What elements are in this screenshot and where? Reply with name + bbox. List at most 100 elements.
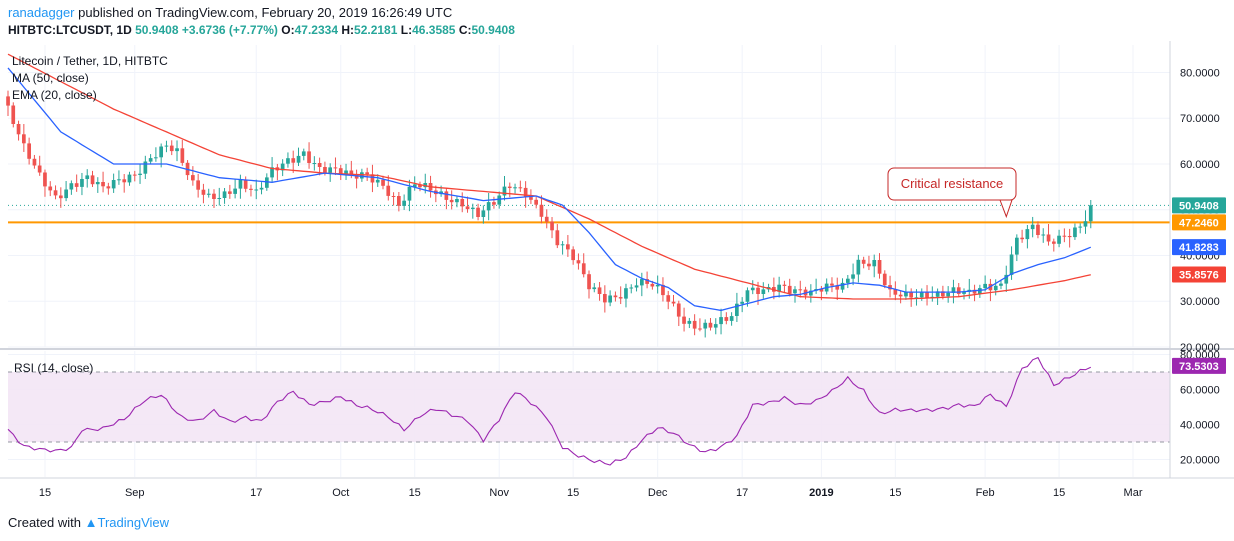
time-tick-label: 17 [250, 487, 262, 499]
candle-body [11, 105, 16, 124]
candle-body [1030, 224, 1035, 230]
candle-body [391, 196, 396, 197]
candle-body [587, 274, 591, 290]
candle-body [603, 294, 607, 303]
time-tick-label: 15 [39, 487, 51, 499]
candle-body [344, 170, 348, 175]
candle-body [1015, 237, 1019, 255]
candle-body [386, 185, 391, 196]
annotation-callout[interactable]: Critical resistance [887, 167, 1017, 219]
author-link[interactable]: ranadagger [8, 5, 75, 20]
candle-body [534, 199, 538, 205]
price-tick-label: 80.0000 [1180, 67, 1220, 79]
candle-body [381, 179, 385, 186]
candle-body [301, 151, 306, 156]
rsi-legend: RSI (14, close) [14, 361, 93, 375]
candle-body [634, 285, 639, 288]
rsi-tick-label: 60.0000 [1180, 385, 1220, 397]
time-tick-label: 15 [1053, 487, 1065, 499]
candle-body [375, 179, 380, 183]
tradingview-logo-icon[interactable]: ▲ [84, 515, 98, 530]
candle-body [999, 283, 1003, 286]
candle-body [412, 184, 417, 187]
created-with-text: Created with [8, 515, 81, 530]
candle-body [259, 187, 264, 190]
candle-body [280, 163, 285, 171]
time-tick-label: Oct [332, 487, 349, 499]
candle-body [1057, 235, 1061, 244]
footer: Created with ▲TradingView [8, 515, 169, 530]
candle-body [191, 175, 195, 181]
candle-body [909, 292, 913, 298]
candle-body [666, 295, 671, 302]
time-tick-label: Nov [489, 487, 509, 499]
close-label: C: [458, 23, 472, 37]
candle-body [745, 290, 750, 302]
candle-body [307, 151, 311, 163]
candle-body [175, 148, 179, 152]
high-label: H: [341, 23, 355, 37]
candle-body [507, 186, 512, 188]
candle-body [830, 283, 834, 286]
candle-body [640, 279, 644, 286]
candle-body [935, 291, 940, 297]
candle-body [835, 285, 840, 290]
candle-body [840, 282, 845, 290]
candle-body [956, 287, 961, 294]
candle-body [154, 157, 158, 159]
candle-body [539, 204, 544, 217]
candle-body [1073, 227, 1077, 238]
candle-body [69, 183, 74, 190]
candle-body [402, 200, 406, 206]
candle-body [460, 199, 465, 207]
time-tick-label: 15 [409, 487, 421, 499]
time-tick-label: Mar [1124, 487, 1143, 499]
candle-body [682, 316, 686, 324]
candle-body [360, 172, 364, 179]
candle-body [201, 189, 206, 195]
low-value: 46.3585 [412, 23, 456, 37]
candle-body [560, 244, 565, 246]
candle-body [793, 289, 797, 294]
rsi-line[interactable] [7, 356, 1092, 466]
candle-body [249, 188, 253, 190]
chart-title: Litecoin / Tether, 1D, HITBTC [12, 54, 168, 68]
ohlc-line: HITBTC:LTCUSDT, 1D 50.9408 +3.6736 (+7.7… [8, 23, 515, 37]
price-badge: 35.8576 [1179, 269, 1219, 281]
time-tick-label: Sep [125, 487, 145, 499]
candle-body [676, 303, 681, 317]
ema20-line[interactable] [7, 67, 1092, 312]
candle-body [148, 158, 153, 162]
candle-body [349, 170, 354, 175]
candle-body [919, 291, 924, 298]
candle-body [592, 287, 597, 290]
time-scale[interactable]: 15 Sep 17 Oct 15 Nov 15 Dec 17 2019 15 Feb 15 Mar [39, 487, 1143, 499]
candle-body [291, 158, 296, 163]
legend: Litecoin / Tether, 1D, HITBTC MA (50, cl… [12, 54, 168, 102]
candle-body [312, 163, 317, 164]
ma50-line[interactable] [7, 53, 1091, 300]
candle-body [1025, 229, 1030, 240]
candle-body [286, 158, 290, 164]
candle-body [819, 289, 824, 292]
price-badge: 41.8283 [1179, 242, 1219, 254]
candle-body [613, 295, 618, 298]
callout-box [887, 167, 1017, 201]
candle-body [48, 186, 53, 191]
candle-body [85, 175, 90, 179]
candle-body [53, 190, 58, 196]
candle-body [27, 143, 31, 159]
candle-body [661, 284, 665, 296]
candle-body [513, 187, 517, 189]
published-text: published on TradingView.com, February 2… [78, 5, 453, 20]
callout-text: Critical resistance [901, 176, 1004, 191]
candle-body [43, 172, 47, 187]
candle-body [1046, 234, 1051, 242]
candle-body [333, 167, 338, 169]
candle-body [650, 283, 655, 287]
candle-body [59, 195, 63, 199]
tradingview-brand[interactable]: TradingView [97, 515, 170, 530]
candle-body [576, 260, 581, 264]
rsi-badge: 73.5303 [1179, 361, 1219, 373]
